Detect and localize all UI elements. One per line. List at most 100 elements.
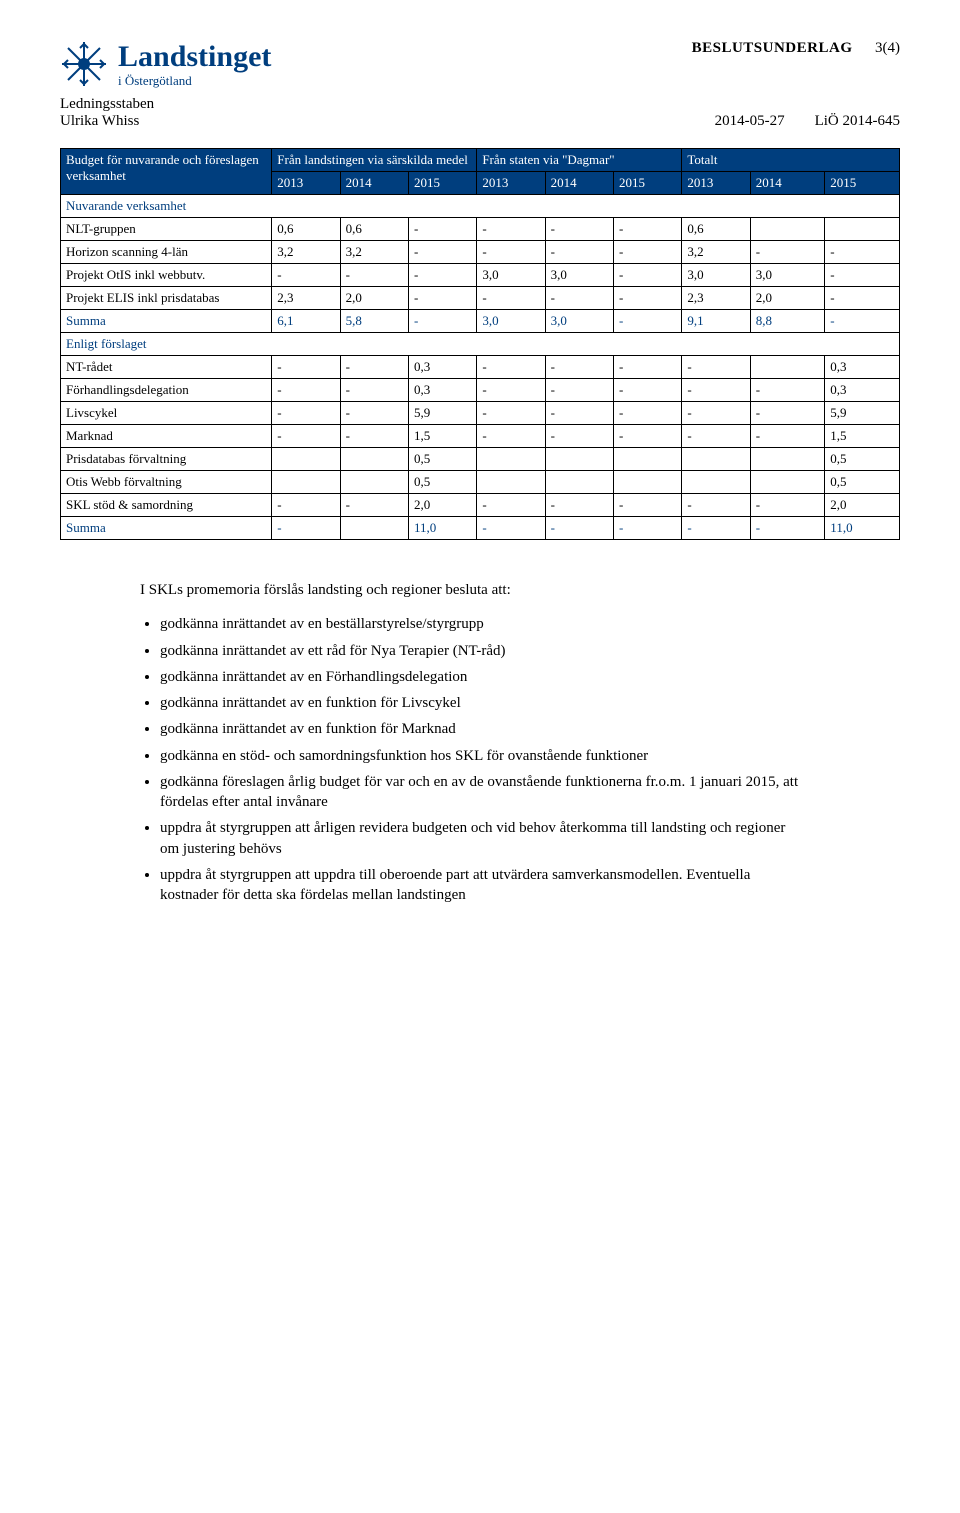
cell: 0,3 xyxy=(825,356,900,379)
cell: - xyxy=(477,494,545,517)
table-row: NT-rådet--0,3----0,3 xyxy=(61,356,900,379)
hdr-totalt: Totalt xyxy=(682,149,900,172)
yr: 2014 xyxy=(750,172,825,195)
hdr-budget: Budget för nuvarande och föreslagen verk… xyxy=(61,149,272,195)
cell: - xyxy=(477,356,545,379)
cell xyxy=(545,471,613,494)
cell: - xyxy=(408,264,476,287)
cell: 2,0 xyxy=(408,494,476,517)
cell: - xyxy=(750,425,825,448)
cell: - xyxy=(340,425,408,448)
cell: - xyxy=(682,402,750,425)
cell: 2,0 xyxy=(825,494,900,517)
cell: - xyxy=(477,517,545,540)
cell xyxy=(272,448,340,471)
cell: - xyxy=(408,287,476,310)
logo-text: Landstinget i Östergötland xyxy=(118,42,271,87)
row-label: Livscykel xyxy=(61,402,272,425)
doc-title: BESLUTSUNDERLAG xyxy=(692,40,853,56)
table-row: Förhandlingsdelegation--0,3-----0,3 xyxy=(61,379,900,402)
cell: 3,2 xyxy=(272,241,340,264)
page-number: 3(4) xyxy=(875,40,900,56)
cell xyxy=(477,471,545,494)
cell: - xyxy=(408,241,476,264)
cell: - xyxy=(272,402,340,425)
cell: - xyxy=(408,310,476,333)
cell: 0,5 xyxy=(408,471,476,494)
cell: - xyxy=(750,241,825,264)
cell: - xyxy=(825,310,900,333)
cell: 9,1 xyxy=(682,310,750,333)
list-item: uppdra åt styrgruppen att uppdra till ob… xyxy=(160,865,800,906)
cell: - xyxy=(477,379,545,402)
table-row: Livscykel--5,9-----5,9 xyxy=(61,402,900,425)
cell: - xyxy=(614,218,682,241)
yr: 2013 xyxy=(682,172,750,195)
author: Ulrika Whiss xyxy=(60,113,139,129)
row-label: NLT-gruppen xyxy=(61,218,272,241)
cell: - xyxy=(614,517,682,540)
cell: - xyxy=(614,425,682,448)
cell: 2,0 xyxy=(750,287,825,310)
cell: - xyxy=(614,494,682,517)
table-row: Projekt OtIS inkl webbutv.---3,03,0-3,03… xyxy=(61,264,900,287)
cell xyxy=(750,218,825,241)
cell: 5,9 xyxy=(408,402,476,425)
sum-row-2: Summa - 11,0 - - - - - 11,0 xyxy=(61,517,900,540)
table-row: Marknad--1,5-----1,5 xyxy=(61,425,900,448)
intro-text: I SKLs promemoria förslås landsting och … xyxy=(140,580,780,600)
cell: - xyxy=(477,425,545,448)
cell: - xyxy=(682,494,750,517)
cell xyxy=(340,448,408,471)
cell: 0,3 xyxy=(825,379,900,402)
cell xyxy=(614,471,682,494)
cell: - xyxy=(682,356,750,379)
cell: - xyxy=(614,264,682,287)
cell xyxy=(340,471,408,494)
row-label: Otis Webb förvaltning xyxy=(61,471,272,494)
cell: - xyxy=(545,425,613,448)
cell: - xyxy=(614,356,682,379)
cell xyxy=(340,517,408,540)
cell: 8,8 xyxy=(750,310,825,333)
doc-date: 2014-05-27 xyxy=(715,113,785,129)
yr: 2015 xyxy=(408,172,476,195)
yr: 2015 xyxy=(614,172,682,195)
logo-sub: i Östergötland xyxy=(118,74,271,87)
section1-label: Nuvarande verksamhet xyxy=(61,195,900,218)
yr: 2013 xyxy=(272,172,340,195)
sum1-label: Summa xyxy=(61,310,272,333)
header-row-1: Budget för nuvarande och föreslagen verk… xyxy=(61,149,900,172)
cell: - xyxy=(545,218,613,241)
cell: - xyxy=(272,379,340,402)
cell xyxy=(614,448,682,471)
meta-right: 2014-05-27 LiÖ 2014-645 xyxy=(715,96,900,130)
cell: 5,9 xyxy=(825,402,900,425)
table-row: Prisdatabas förvaltning0,50,5 xyxy=(61,448,900,471)
cell: - xyxy=(750,402,825,425)
bullet-list: godkänna inrättandet av en beställarstyr… xyxy=(160,614,800,905)
cell: - xyxy=(545,356,613,379)
cell: - xyxy=(340,402,408,425)
cell xyxy=(825,218,900,241)
list-item: godkänna inrättandet av ett råd för Nya … xyxy=(160,641,800,661)
cell: - xyxy=(682,379,750,402)
cell xyxy=(750,448,825,471)
cell: - xyxy=(750,494,825,517)
doc-ref: LiÖ 2014-645 xyxy=(815,113,900,129)
cell: - xyxy=(545,517,613,540)
cell xyxy=(750,356,825,379)
row-label: SKL stöd & samordning xyxy=(61,494,272,517)
cell: 3,0 xyxy=(545,310,613,333)
cell: 3,2 xyxy=(682,241,750,264)
cell: 3,0 xyxy=(750,264,825,287)
row-label: Förhandlingsdelegation xyxy=(61,379,272,402)
cell: - xyxy=(545,287,613,310)
cell: - xyxy=(272,494,340,517)
cell: - xyxy=(750,379,825,402)
cell: - xyxy=(614,241,682,264)
budget-table: Budget för nuvarande och föreslagen verk… xyxy=(60,148,900,540)
cell: - xyxy=(477,218,545,241)
sum-row-1: Summa 6,1 5,8 - 3,0 3,0 - 9,1 8,8 - xyxy=(61,310,900,333)
cell xyxy=(545,448,613,471)
